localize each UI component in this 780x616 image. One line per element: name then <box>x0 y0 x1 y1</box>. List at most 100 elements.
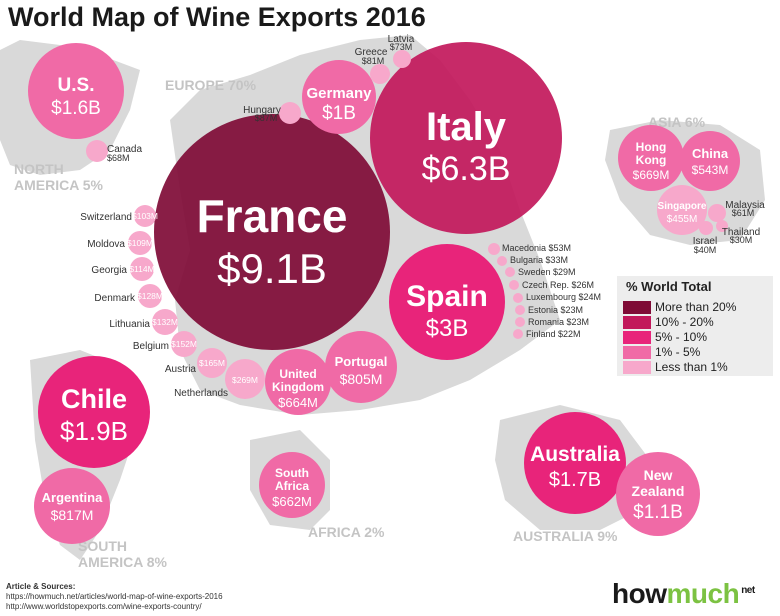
belgium-value: $152M <box>171 339 197 349</box>
france-value: $9.1B <box>217 245 327 292</box>
legend-label: Less than 1% <box>655 360 728 374</box>
bubble-latvia: Latvia $73M <box>388 34 415 68</box>
small-list-5: Estonia $23M <box>528 305 583 315</box>
bubble-singapore: Singapore $455M <box>657 185 707 235</box>
small-list-labels: Macedonia $53M Bulgaria $33M Sweden $29M… <box>502 243 601 339</box>
latvia-value: $73M <box>390 42 413 52</box>
map-title: World Map of Wine Exports 2016 <box>8 2 426 32</box>
region-south-america-2: AMERICA 8% <box>78 554 167 570</box>
bubble-moldova: $109M Moldova <box>87 231 153 255</box>
malaysia-name: Malaysia <box>725 200 765 211</box>
italy-value: $6.3B <box>422 150 511 188</box>
austria-value: $165M <box>199 358 225 368</box>
bubble-chile: Chile $1.9B <box>38 356 150 468</box>
bubble-australia: Australia $1.7B <box>524 412 626 514</box>
hungary-value: $87M <box>255 113 278 123</box>
bubble-portugal: Portugal $805M <box>325 331 397 403</box>
bubble-georgia: $114M Georgia <box>91 257 155 281</box>
legend-swatch <box>623 300 651 314</box>
legend-item: 1% - 5% <box>623 345 700 359</box>
region-australia: AUSTRALIA 9% <box>513 528 618 544</box>
bubble-lithuania: $132M Lithuania <box>109 309 178 335</box>
canada-name: Canada <box>107 144 142 155</box>
legend-item: More than 20% <box>623 300 736 314</box>
legend-swatch <box>623 360 651 374</box>
netherlands-value: $269M <box>232 375 258 385</box>
south-africa-name-1: South <box>275 466 309 480</box>
bubble-hong-kong: Hong Kong $669M <box>618 125 684 191</box>
austria-name: Austria <box>165 364 197 375</box>
hong-kong-name-1: Hong <box>636 140 667 154</box>
bubble-argentina: Argentina $817M <box>34 468 110 544</box>
region-north-america-1: NORTH <box>14 161 64 177</box>
small-list-2: Sweden $29M <box>518 267 576 277</box>
switzerland-name: Switzerland <box>80 212 132 223</box>
us-name: U.S. <box>58 75 95 96</box>
new-zealand-name-1: New <box>644 467 673 483</box>
bubble-new-zealand: New Zealand $1.1B <box>616 452 700 536</box>
portugal-value: $805M <box>340 371 383 387</box>
greece-value: $81M <box>362 56 385 66</box>
small-bubbles <box>488 243 525 339</box>
new-zealand-name-2: Zealand <box>632 483 685 499</box>
germany-name: Germany <box>306 85 372 102</box>
south-africa-value: $662M <box>272 494 312 509</box>
hong-kong-name-2: Kong <box>636 153 667 167</box>
singapore-value: $455M <box>667 214 698 225</box>
us-value: $1.6B <box>51 98 101 119</box>
new-zealand-value: $1.1B <box>633 502 683 523</box>
legend-swatch <box>623 330 651 344</box>
small-list-3: Czech Rep. $26M <box>522 280 594 290</box>
bubble-china: China $543M <box>680 131 740 191</box>
bubble-greece: Greece $81M <box>355 47 390 84</box>
bubble-denmark: $128M Denmark <box>94 284 163 308</box>
bubble-us: U.S. $1.6B <box>28 43 124 139</box>
bubble-spain: Spain $3B <box>389 244 505 360</box>
region-europe: EUROPE 70% <box>165 77 257 93</box>
south-africa-name-2: Africa <box>275 479 309 493</box>
small-list-0: Macedonia $53M <box>502 243 571 253</box>
bubble-malaysia: Malaysia $61M <box>708 200 765 222</box>
brand-part-how: how <box>612 578 667 609</box>
lithuania-value: $132M <box>152 317 178 327</box>
thailand-value: $30M <box>730 235 753 245</box>
moldova-name: Moldova <box>87 239 125 250</box>
uk-name-1: United <box>279 367 316 381</box>
source-link-1[interactable]: https://howmuch.net/articles/world-map-o… <box>6 592 223 601</box>
chile-value: $1.9B <box>60 416 128 446</box>
legend-item: Less than 1% <box>623 360 728 374</box>
legend-swatch <box>623 345 651 359</box>
bubble-germany: Germany $1B <box>302 60 376 134</box>
bubble-italy: Italy $6.3B <box>370 42 562 234</box>
singapore-name: Singapore <box>658 201 707 212</box>
germany-value: $1B <box>322 103 356 124</box>
spain-value: $3B <box>426 315 469 342</box>
australia-value: $1.7B <box>549 469 601 491</box>
region-south-america-1: SOUTH <box>78 538 127 554</box>
latvia-name: Latvia <box>388 34 415 45</box>
australia-name: Australia <box>530 443 620 466</box>
israel-value: $40M <box>694 245 717 255</box>
bubble-france: France $9.1B <box>154 114 390 350</box>
legend-label: More than 20% <box>655 300 737 314</box>
italy-name: Italy <box>426 105 507 149</box>
bubble-netherlands: $269M Netherlands <box>174 359 265 399</box>
legend-title: % World Total <box>626 279 712 294</box>
uk-value: $664M <box>278 395 318 410</box>
bubble-thailand: Thailand $30M <box>716 220 760 245</box>
bubble-united-kingdom: United Kingdom $664M <box>265 349 331 415</box>
small-list-6: Romania $23M <box>528 317 589 327</box>
bubble-south-africa: South Africa $662M <box>259 452 325 518</box>
switzerland-value: $103M <box>132 211 158 221</box>
canada-value: $68M <box>107 153 130 163</box>
source-link-2[interactable]: http://www.worldstopexports.com/wine-exp… <box>6 602 202 611</box>
uk-name-2: Kingdom <box>272 380 324 394</box>
legend-item: 5% - 10% <box>623 330 707 344</box>
netherlands-name: Netherlands <box>174 388 228 399</box>
argentina-value: $817M <box>51 507 94 523</box>
china-name: China <box>692 146 729 161</box>
belgium-name: Belgium <box>133 341 169 352</box>
moldova-value: $109M <box>127 238 153 248</box>
georgia-value: $114M <box>129 264 154 274</box>
